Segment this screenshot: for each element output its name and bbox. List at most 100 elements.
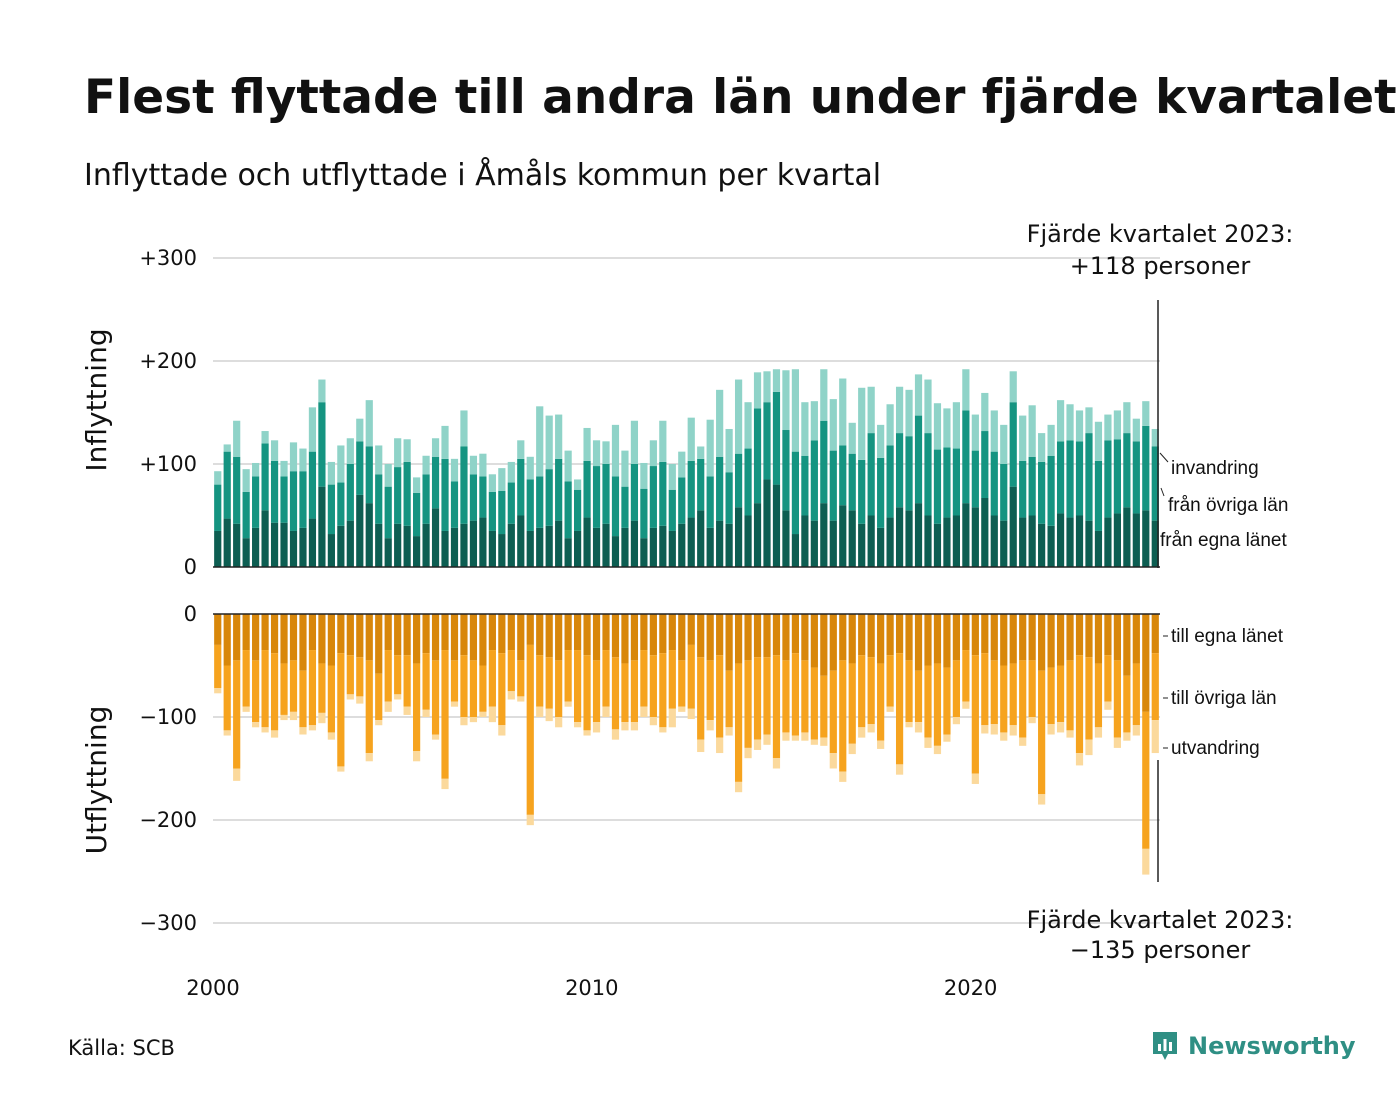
bar-out-ovriga-lan xyxy=(270,653,279,731)
bar-in-ovriga-lan xyxy=(640,488,648,539)
bar-in-ovriga-lan xyxy=(403,461,411,526)
bar-in-egna-lanet xyxy=(507,523,515,567)
bar-in-ovriga-lan xyxy=(1009,402,1017,487)
bar-in-egna-lanet xyxy=(791,534,800,567)
bar-in-invandring xyxy=(327,461,335,485)
bar-out-ovriga-lan xyxy=(621,663,629,723)
bar-in-egna-lanet xyxy=(1113,513,1121,567)
bar-in-egna-lanet xyxy=(1047,525,1055,567)
bar-in-invandring xyxy=(1132,418,1140,442)
bar-in-invandring xyxy=(555,414,563,459)
bar-in-ovriga-lan xyxy=(422,474,430,524)
bar-out-utvandring xyxy=(649,717,657,726)
bar-out-utvandring xyxy=(1151,720,1159,754)
bar-in-ovriga-lan xyxy=(630,464,639,521)
bar-in-egna-lanet xyxy=(905,510,913,567)
bar-out-egna-lanet xyxy=(507,614,515,651)
bar-out-ovriga-lan xyxy=(649,655,657,717)
bar-out-utvandring xyxy=(981,725,989,734)
bar-out-utvandring xyxy=(583,730,591,736)
bar-in-egna-lanet xyxy=(356,494,364,567)
bar-out-ovriga-lan xyxy=(924,665,932,738)
bar-in-egna-lanet xyxy=(782,510,790,567)
bar-in-ovriga-lan xyxy=(858,459,866,524)
bar-in-ovriga-lan xyxy=(223,451,231,519)
bar-in-invandring xyxy=(962,369,970,411)
bar-out-ovriga-lan xyxy=(431,660,440,735)
bar-out-egna-lanet xyxy=(403,614,411,656)
bar-out-ovriga-lan xyxy=(886,655,894,707)
bar-in-egna-lanet xyxy=(640,538,648,567)
bar-out-egna-lanet xyxy=(280,614,288,664)
bar-out-egna-lanet xyxy=(801,614,809,661)
bar-in-ovriga-lan xyxy=(867,433,875,516)
bar-out-utvandring xyxy=(1009,725,1017,736)
bar-out-ovriga-lan xyxy=(848,663,856,744)
bar-out-utvandring xyxy=(791,735,800,741)
bar-out-egna-lanet xyxy=(365,614,373,661)
bar-in-invandring xyxy=(346,438,354,464)
annotation-top-line2: +118 personer xyxy=(1070,252,1251,280)
bar-in-ovriga-lan xyxy=(668,489,676,531)
bar-out-utvandring xyxy=(479,711,487,717)
bar-in-ovriga-lan xyxy=(1085,433,1093,521)
bar-out-ovriga-lan xyxy=(734,663,743,782)
bar-in-invandring xyxy=(214,471,222,485)
bar-in-ovriga-lan xyxy=(441,458,449,531)
bar-in-invandring xyxy=(583,427,591,461)
bar-in-egna-lanet xyxy=(753,503,762,567)
brand-logo[interactable]: Newsworthy xyxy=(1150,1026,1356,1066)
bar-out-ovriga-lan xyxy=(574,650,582,723)
bar-in-ovriga-lan xyxy=(242,491,250,539)
bar-out-ovriga-lan xyxy=(839,660,847,772)
bar-in-invandring xyxy=(1028,405,1036,457)
bar-in-invandring xyxy=(753,372,762,409)
bar-out-ovriga-lan xyxy=(933,663,942,746)
bar-out-utvandring xyxy=(763,734,771,745)
bar-in-invandring xyxy=(829,399,837,451)
bar-in-egna-lanet xyxy=(214,530,222,567)
bar-out-ovriga-lan xyxy=(413,663,421,751)
bar-out-egna-lanet xyxy=(839,614,847,661)
bar-out-utvandring xyxy=(801,732,809,741)
bar-out-ovriga-lan xyxy=(422,653,430,710)
bar-out-utvandring xyxy=(280,714,288,721)
bar-in-invandring xyxy=(356,418,364,442)
bar-out-egna-lanet xyxy=(431,614,440,661)
bar-out-egna-lanet xyxy=(1142,614,1150,712)
bar-out-egna-lanet xyxy=(791,614,800,654)
x-tick-label: 2010 xyxy=(565,976,618,1000)
bar-out-utvandring xyxy=(384,701,392,712)
bar-in-egna-lanet xyxy=(981,497,989,567)
bar-in-egna-lanet xyxy=(299,527,307,567)
bar-in-egna-lanet xyxy=(744,515,752,567)
bar-in-ovriga-lan xyxy=(763,402,771,480)
bar-out-utvandring xyxy=(829,753,837,769)
bar-in-invandring xyxy=(886,404,894,446)
bar-in-ovriga-lan xyxy=(649,466,657,528)
bar-in-ovriga-lan xyxy=(280,476,288,523)
bar-in-egna-lanet xyxy=(422,523,430,567)
bar-in-ovriga-lan xyxy=(431,456,440,509)
bar-out-egna-lanet xyxy=(952,614,960,661)
y-tick-label-top: +100 xyxy=(139,452,197,476)
y-tick-label-top: 0 xyxy=(184,555,197,579)
bar-in-invandring xyxy=(734,379,743,454)
bar-out-egna-lanet xyxy=(413,614,421,664)
bar-in-invandring xyxy=(659,420,667,462)
bar-out-egna-lanet xyxy=(630,614,639,661)
bar-in-egna-lanet xyxy=(1104,517,1112,567)
bar-in-ovriga-lan xyxy=(545,469,553,526)
bar-out-ovriga-lan xyxy=(526,644,534,815)
bar-out-egna-lanet xyxy=(479,614,487,666)
bar-in-ovriga-lan xyxy=(659,461,667,526)
bar-out-ovriga-lan xyxy=(952,660,960,717)
bar-out-utvandring xyxy=(1104,701,1112,710)
bar-out-egna-lanet xyxy=(763,614,771,658)
bar-out-egna-lanet xyxy=(450,614,459,661)
bar-out-ovriga-lan xyxy=(630,660,639,723)
bar-out-ovriga-lan xyxy=(791,653,800,736)
bar-in-invandring xyxy=(687,417,695,461)
bar-out-utvandring xyxy=(1000,732,1008,741)
bar-in-ovriga-lan xyxy=(413,492,421,537)
